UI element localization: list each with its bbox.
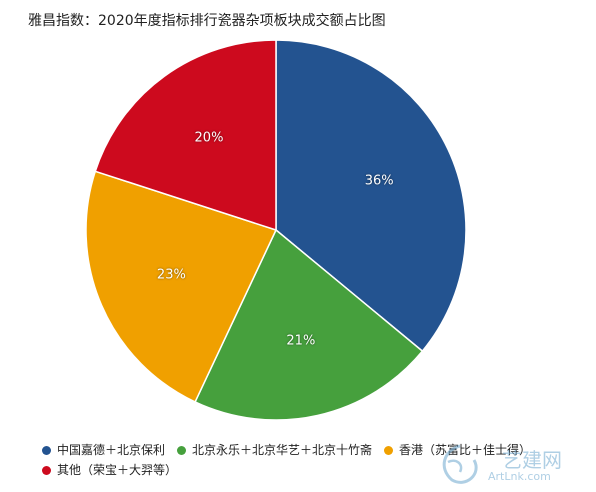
watermark: 艺建网 ArtLnk.com	[430, 440, 580, 488]
chart-title: 雅昌指数：2020年度指标排行瓷器杂项板块成交额占比图	[28, 13, 386, 29]
legend-item-3: 其他（荣宝＋大羿等）	[42, 460, 177, 480]
legend-swatch	[42, 466, 51, 475]
legend-label: 北京永乐＋北京华艺＋北京十竹斋	[192, 443, 373, 457]
pie-slice-3	[94, 39, 277, 232]
pie-slice-2	[85, 170, 278, 403]
slice-label-3: 20%	[194, 130, 224, 146]
legend-label: 香港（苏富比＋佳士得）	[399, 443, 532, 457]
watermark-logo-icon	[442, 444, 478, 484]
legend-swatch	[177, 446, 187, 455]
legend-label: 中国嘉德＋北京保利	[57, 443, 166, 457]
pie-chart	[85, 39, 467, 421]
legend-label: 其他（荣宝＋大羿等）	[57, 463, 178, 477]
watermark-url: ArtLnk.com	[488, 470, 551, 483]
legend-item-0: 中国嘉德＋北京保利	[42, 440, 165, 460]
pie-slice-0	[275, 39, 467, 353]
legend-item-2: 香港（苏富比＋佳士得）	[384, 440, 531, 460]
slice-label-0: 36%	[364, 173, 394, 189]
chart-legend: 中国嘉德＋北京保利 北京永乐＋北京华艺＋北京十竹斋 香港（苏富比＋佳士得） 其他（荣宝…	[42, 440, 582, 480]
pie-slice-1	[194, 228, 424, 421]
legend-item-1: 北京永乐＋北京华艺＋北京十竹斋	[177, 440, 372, 460]
legend-swatch	[42, 446, 51, 455]
watermark-text: 艺建网	[502, 448, 562, 472]
slice-label-1: 21%	[286, 333, 316, 349]
slice-label-2: 23%	[156, 267, 186, 283]
legend-swatch	[384, 446, 394, 455]
